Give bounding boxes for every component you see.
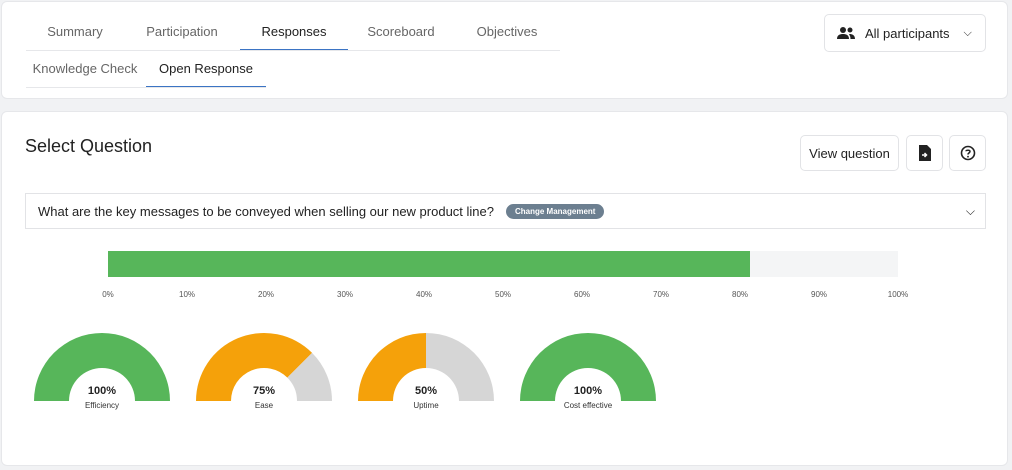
progress-tick-label: 10%	[178, 290, 196, 299]
progress-tick-label: 0%	[102, 290, 114, 299]
tab-scoreboard[interactable]: Scoreboard	[367, 24, 435, 39]
progress-tick-label: 40%	[415, 290, 433, 299]
subtab-open-response[interactable]: Open Response	[146, 51, 266, 88]
help-button[interactable]	[949, 135, 986, 171]
gauge-value-arc	[520, 332, 656, 401]
gauge-value: 100%	[87, 385, 117, 397]
gauge-ease: 75% Ease	[195, 332, 333, 412]
tab-participation[interactable]: Participation	[146, 24, 218, 39]
gauge-value: 100%	[573, 385, 603, 397]
gauge-remainder-arc	[287, 352, 332, 401]
gauge-label: Uptime	[413, 401, 439, 410]
category-tag: Change Management	[505, 203, 605, 219]
gauge-arc	[520, 332, 656, 401]
progress-bar	[108, 251, 898, 277]
gauge-arc	[34, 332, 170, 401]
gauge-arc	[358, 333, 494, 401]
gauge-value: 75%	[252, 385, 276, 397]
chevron-down-icon: ⌵	[963, 26, 972, 39]
navigation-card: Summary Participation Responses Scoreboa…	[1, 1, 1008, 99]
chevron-down-icon: ⌵	[965, 204, 975, 218]
progress-tick-label: 70%	[652, 290, 670, 299]
progress-tick-label: 90%	[810, 290, 828, 299]
question-selector[interactable]: What are the key messages to be conveyed…	[25, 193, 986, 229]
question-text: What are the key messages to be conveyed…	[38, 203, 494, 219]
tab-divider	[26, 50, 560, 51]
progress-tick-label: 80%	[731, 290, 749, 299]
subtab-divider	[26, 87, 266, 88]
help-circle-icon	[960, 145, 975, 161]
gauge-remainder-arc	[426, 333, 494, 401]
progress-tick-label: 30%	[336, 290, 354, 299]
tab-responses[interactable]: Responses	[240, 14, 348, 51]
document-export-icon	[918, 145, 931, 161]
gauge-arc	[196, 333, 332, 401]
export-button[interactable]	[906, 135, 943, 171]
subtab-knowledge-check[interactable]: Knowledge Check	[32, 61, 138, 76]
gauge-value: 50%	[414, 385, 438, 397]
progress-tick-label: 60%	[573, 290, 591, 299]
gauge-label: Cost effective	[563, 401, 613, 410]
gauge-cost-effective: 100% Cost effective	[519, 332, 657, 412]
gauge-value-arc	[34, 332, 170, 401]
responses-card: Select Question View question What are t…	[1, 111, 1008, 466]
gauge-value-arc	[358, 333, 426, 401]
view-question-button[interactable]: View question	[800, 135, 899, 171]
gauge-uptime: 50% Uptime	[357, 332, 495, 412]
users-icon	[837, 27, 855, 39]
tab-objectives[interactable]: Objectives	[476, 24, 538, 39]
tab-summary[interactable]: Summary	[47, 24, 103, 39]
participants-label: All participants	[865, 25, 950, 41]
progress-tick-label: 100%	[887, 290, 909, 299]
gauge-efficiency: 100% Efficiency	[33, 332, 171, 412]
progress-tick-label: 20%	[257, 290, 275, 299]
progress-bar-fill	[108, 251, 751, 277]
gauge-value-arc	[196, 333, 313, 401]
section-title: Select Question	[25, 136, 153, 156]
gauge-label: Ease	[254, 401, 274, 410]
progress-tick-label: 50%	[494, 290, 512, 299]
gauge-label: Efficiency	[84, 401, 120, 410]
participants-dropdown[interactable]: All participants ⌵	[824, 14, 986, 52]
